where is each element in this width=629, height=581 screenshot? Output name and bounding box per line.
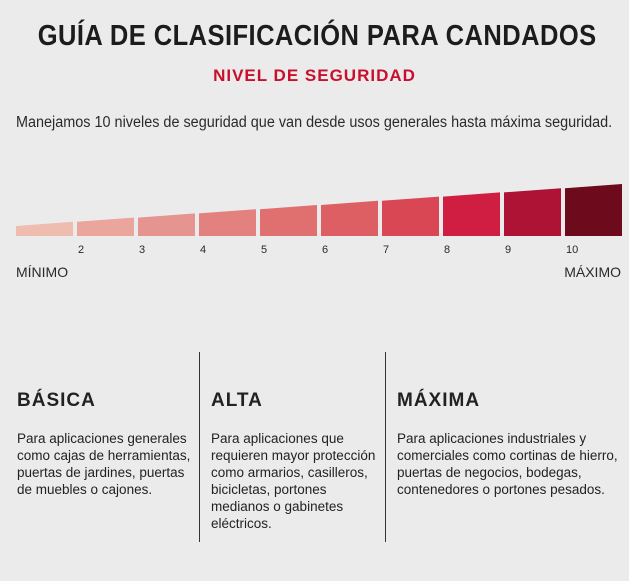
security-level-scale: 2 3 4 5 6 7 8 9 10 [16,184,622,256]
level-segment-1 [16,221,73,236]
category-title: MÁXIMA [397,390,481,411]
column-divider-2 [385,352,386,542]
level-label-8: 8 [444,244,450,256]
level-segment-5 [260,205,317,236]
level-label-4: 4 [200,244,206,256]
category-description: Para aplicaciones que requieren mayor pr… [211,431,376,531]
category-maxima: MÁXIMA Para aplicaciones industriales y … [397,390,623,498]
level-segment-2 [77,217,134,236]
level-segment-7 [382,196,439,236]
category-description: Para aplicaciones industriales y comerci… [397,431,618,497]
level-segment-6 [321,200,378,236]
column-divider-1 [199,352,200,542]
level-label-10: 10 [566,244,578,256]
level-segment-8 [443,192,500,236]
level-segment-4 [199,209,256,236]
level-segment-9 [504,188,561,236]
level-label-2: 2 [78,244,84,256]
page-subtitle: NIVEL DE SEGURIDAD [213,66,416,85]
category-basica: BÁSICA Para aplicaciones generales como … [17,390,195,498]
level-label-5: 5 [261,244,267,256]
category-alta: ALTA Para aplicaciones que requieren may… [211,390,383,532]
page-title: GUÍA DE CLASIFICACIÓN PARA CANDADOS [37,20,597,52]
scale-min-label: MÍNIMO [16,264,69,280]
scale-max-label: MÁXIMO [564,264,621,280]
level-label-7: 7 [383,244,389,256]
category-description: Para aplicaciones generales como cajas d… [17,431,191,497]
category-title: BÁSICA [17,390,96,411]
intro-text: Manejamos 10 niveles de seguridad que va… [16,114,613,131]
level-segment-3 [138,213,195,236]
level-label-9: 9 [505,244,511,256]
category-title: ALTA [211,390,263,411]
level-label-6: 6 [322,244,328,256]
level-segment-10 [565,184,622,236]
level-label-3: 3 [139,244,145,256]
